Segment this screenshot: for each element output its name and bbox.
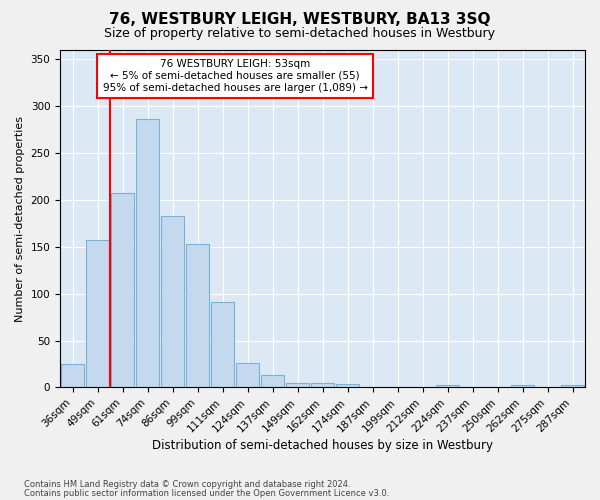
Text: 76 WESTBURY LEIGH: 53sqm
← 5% of semi-detached houses are smaller (55)
95% of se: 76 WESTBURY LEIGH: 53sqm ← 5% of semi-de… [103, 60, 368, 92]
Text: Contains public sector information licensed under the Open Government Licence v3: Contains public sector information licen… [24, 488, 389, 498]
Text: Size of property relative to semi-detached houses in Westbury: Size of property relative to semi-detach… [104, 28, 496, 40]
Bar [110, 194, 134, 388]
Bar [185, 244, 209, 388]
Bar [311, 382, 334, 388]
Bar [236, 363, 259, 388]
Bar [161, 216, 184, 388]
Text: 76, WESTBURY LEIGH, WESTBURY, BA13 3SQ: 76, WESTBURY LEIGH, WESTBURY, BA13 3SQ [109, 12, 491, 28]
Bar [436, 384, 460, 388]
X-axis label: Distribution of semi-detached houses by size in Westbury: Distribution of semi-detached houses by … [152, 440, 493, 452]
Y-axis label: Number of semi-detached properties: Number of semi-detached properties [15, 116, 25, 322]
Bar [61, 364, 85, 388]
Bar [335, 384, 359, 388]
Bar [286, 382, 310, 388]
Bar [136, 120, 160, 388]
Text: Contains HM Land Registry data © Crown copyright and database right 2024.: Contains HM Land Registry data © Crown c… [24, 480, 350, 489]
Bar [211, 302, 235, 388]
Bar [86, 240, 109, 388]
Bar [511, 384, 535, 388]
Bar [260, 375, 284, 388]
Bar [560, 384, 584, 388]
